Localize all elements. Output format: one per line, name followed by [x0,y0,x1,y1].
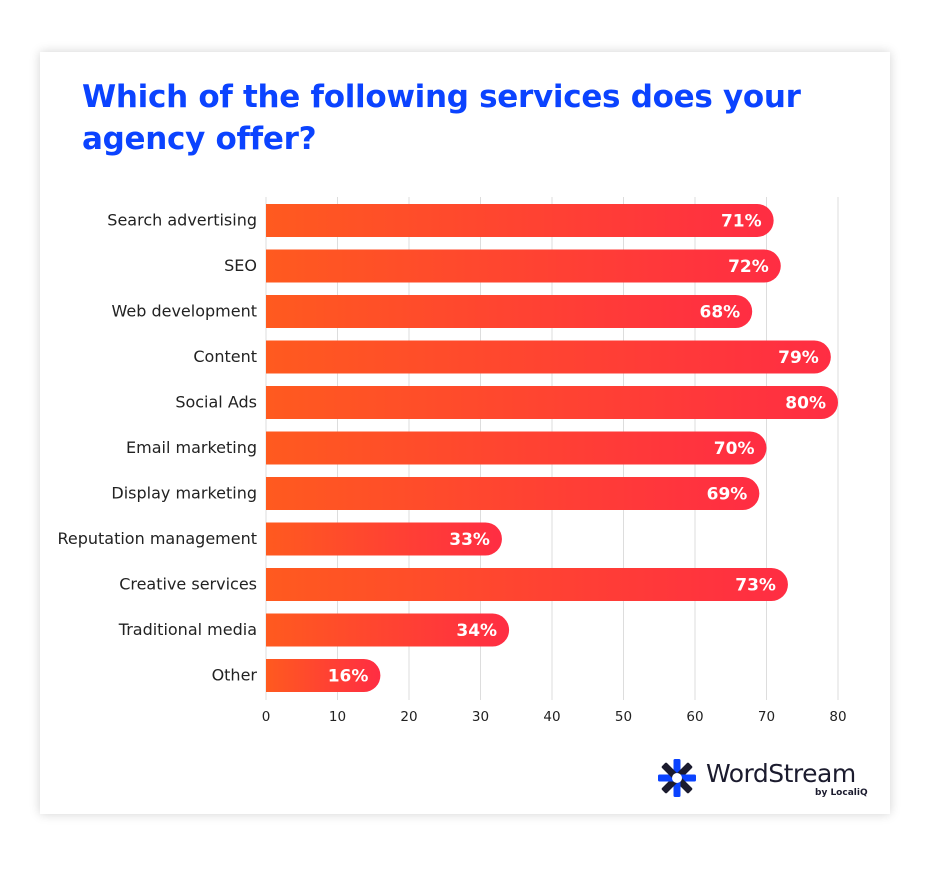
bar [266,659,381,692]
bar-value-label: 80% [785,394,826,414]
category-label: Content [193,347,257,366]
x-tick-label: 80 [829,709,846,725]
bar-value-label: 71% [721,212,762,232]
category-label: Other [212,666,258,685]
bar-value-label: 70% [714,439,755,459]
bar [266,613,510,647]
category-label: Display marketing [111,484,257,503]
category-labels: Search advertising SEO Web development Cont… [57,211,257,685]
category-label: Social Ads [175,393,257,412]
bar-group: 68% [266,295,753,328]
bar-group: 33% [266,522,502,556]
wordstream-asterisk-icon [658,759,696,797]
bar [266,295,753,328]
x-tick-label: 40 [543,709,560,725]
bar [266,522,502,556]
category-label: Traditional media [118,620,257,639]
category-label: Web development [111,302,257,321]
bar-value-label: 73% [735,576,776,596]
x-tick-label: 0 [262,709,271,725]
x-tick-label: 10 [329,709,346,725]
category-label: Search advertising [107,211,257,230]
bar-group: 79% [266,340,831,374]
logo-wordmark: WordStream [706,759,856,788]
bar-value-label: 72% [728,257,769,277]
x-tick-label: 20 [400,709,417,725]
category-label: Email marketing [126,438,257,457]
logo-byline: by LocaliQ [815,788,868,798]
bar-value-label: 68% [699,303,740,323]
bar [266,431,767,465]
bar-value-label: 34% [456,621,497,641]
wordstream-logo: WordStream by LocaliQ [656,757,876,801]
bar [266,204,774,237]
bar-value-label: 33% [449,530,490,550]
category-label: Reputation management [57,529,257,548]
bar [266,340,831,374]
bar-value-label: 79% [778,348,819,368]
bar [266,249,781,283]
chart-title: Which of the following services does you… [82,79,801,157]
bar-value-label: 69% [707,485,748,505]
bar-group: 34% [266,613,510,647]
bar [266,386,838,419]
x-tick-label: 70 [758,709,775,725]
bar-group: 16% [266,659,381,692]
x-tick-label: 30 [472,709,489,725]
bar [266,477,760,510]
bar-value-label: 16% [328,667,369,687]
bar-group: 72% [266,249,781,283]
category-label: SEO [224,256,257,275]
category-label: Creative services [119,575,257,594]
x-tick-label: 60 [686,709,703,725]
x-tick-label: 50 [615,709,632,725]
bar-group: 80% [266,386,838,419]
bar-group: 73% [266,568,788,601]
x-axis-ticks: 0 10 20 30 40 50 60 70 80 [262,709,847,725]
bar-group: 69% [266,477,760,510]
bars: 71% 72% 68% 79% 80% 70% 69% 33% 73% 34% 16% [266,204,838,692]
bar-group: 71% [266,204,774,237]
bar-group: 70% [266,431,767,465]
bar [266,568,788,601]
